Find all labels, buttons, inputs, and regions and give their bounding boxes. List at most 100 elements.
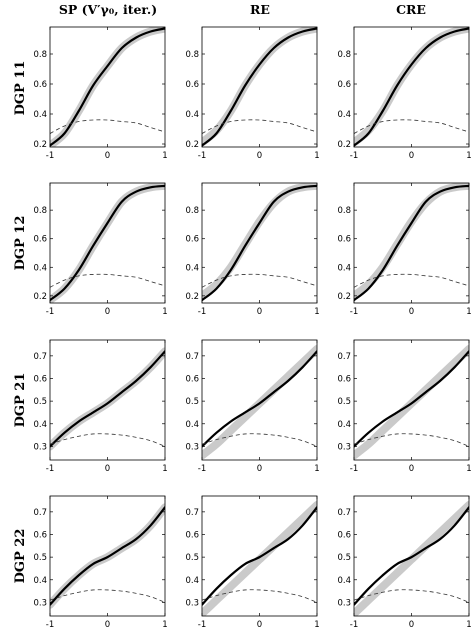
y-tick-label: 0.4 bbox=[185, 420, 199, 430]
panel-r3-c2: -1 0 1 0.3 0.4 0.5 0.6 0.7 bbox=[185, 339, 320, 474]
plot-area bbox=[50, 347, 165, 451]
y-tick-label: 0.6 bbox=[33, 374, 47, 384]
panel-r4-c2: -1 0 1 0.3 0.4 0.5 0.6 0.7 bbox=[185, 495, 320, 630]
y-tick-label: 0.6 bbox=[337, 530, 351, 540]
panel-r2-c3: -1 0 1 0.2 0.4 0.6 0.8 bbox=[337, 182, 472, 317]
x-tick-label: -1 bbox=[46, 307, 54, 317]
series-gray-band bbox=[50, 347, 165, 451]
plot-area bbox=[202, 183, 317, 302]
y-tick-label: 0.6 bbox=[185, 235, 199, 245]
y-tick-label: 0.4 bbox=[185, 576, 199, 586]
x-tick-label: 1 bbox=[314, 464, 319, 474]
x-tick-label: 0 bbox=[105, 151, 110, 161]
x-tick-label: -1 bbox=[350, 620, 358, 630]
panel-r3-c1: -1 0 1 0.3 0.4 0.5 0.6 0.7 bbox=[33, 339, 168, 474]
x-tick-label: 0 bbox=[257, 464, 262, 474]
series-solid-black bbox=[354, 27, 469, 147]
y-tick-label: 0.2 bbox=[185, 292, 199, 302]
y-tick-label: 0.5 bbox=[337, 553, 351, 563]
series-dashed bbox=[354, 273, 469, 288]
x-tick-label: 1 bbox=[314, 307, 319, 317]
y-tick-label: 0.2 bbox=[337, 292, 351, 302]
series-dashed bbox=[202, 433, 317, 447]
x-tick-label: 1 bbox=[162, 464, 167, 474]
x-tick-label: 1 bbox=[314, 620, 319, 630]
y-tick-label: 0.7 bbox=[185, 352, 199, 362]
x-tick-label: 0 bbox=[105, 464, 110, 474]
x-tick-label: 1 bbox=[162, 307, 167, 317]
y-tick-label: 0.6 bbox=[33, 235, 47, 245]
x-tick-label: 1 bbox=[466, 620, 471, 630]
y-tick-label: 0.4 bbox=[33, 263, 47, 273]
x-tick-label: 0 bbox=[409, 151, 414, 161]
y-tick-label: 0.4 bbox=[337, 576, 351, 586]
series-dashed bbox=[202, 273, 317, 288]
y-tick-label: 0.7 bbox=[185, 508, 199, 518]
x-tick-label: 0 bbox=[257, 620, 262, 630]
y-tick-label: 0.4 bbox=[33, 420, 47, 430]
x-tick-label: -1 bbox=[350, 307, 358, 317]
x-tick-label: -1 bbox=[350, 151, 358, 161]
x-tick-label: 1 bbox=[314, 151, 319, 161]
panel-r3-c3: -1 0 1 0.3 0.4 0.5 0.6 0.7 bbox=[337, 339, 472, 474]
series-solid-black bbox=[202, 184, 317, 302]
panel-r4-c1: -1 0 1 0.3 0.4 0.5 0.6 0.7 bbox=[33, 495, 168, 630]
series-gray-band bbox=[202, 183, 317, 300]
y-tick-label: 0.7 bbox=[337, 352, 351, 362]
plot-area bbox=[202, 501, 317, 616]
panel-r4-c3: -1 0 1 0.3 0.4 0.5 0.6 0.7 bbox=[337, 495, 472, 630]
y-tick-label: 0.5 bbox=[185, 397, 199, 407]
series-solid-black bbox=[50, 350, 165, 448]
row-title-dgp12: DGP 12 bbox=[13, 216, 28, 271]
y-tick-label: 0.2 bbox=[337, 140, 351, 150]
series-dashed bbox=[50, 589, 165, 603]
x-tick-label: 0 bbox=[409, 307, 414, 317]
y-tick-label: 0.6 bbox=[185, 80, 199, 90]
series-dashed bbox=[50, 433, 165, 447]
series-gray-band bbox=[202, 27, 317, 147]
y-tick-label: 0.6 bbox=[33, 80, 47, 90]
y-tick-label: 0.3 bbox=[185, 442, 199, 452]
x-tick-label: -1 bbox=[350, 464, 358, 474]
x-tick-label: 0 bbox=[105, 620, 110, 630]
y-tick-label: 0.4 bbox=[337, 110, 351, 120]
plot-area bbox=[354, 183, 469, 302]
x-tick-label: -1 bbox=[198, 151, 206, 161]
x-tick-label: 1 bbox=[466, 307, 471, 317]
series-gray-band bbox=[354, 183, 469, 300]
series-gray-band bbox=[50, 183, 165, 303]
panel-r1-c2: -1 0 1 0.2 0.4 0.6 0.8 bbox=[185, 26, 320, 161]
y-tick-label: 0.2 bbox=[33, 292, 47, 302]
y-tick-label: 0.4 bbox=[185, 110, 199, 120]
series-solid-black bbox=[202, 506, 317, 606]
plot-area bbox=[50, 183, 165, 303]
series-solid-black bbox=[354, 184, 469, 302]
x-tick-label: -1 bbox=[198, 307, 206, 317]
panel-r1-c3: -1 0 1 0.2 0.4 0.6 0.8 bbox=[337, 26, 472, 161]
x-tick-label: 1 bbox=[162, 151, 167, 161]
y-tick-label: 0.4 bbox=[337, 263, 351, 273]
panel-r2-c1: -1 0 1 0.2 0.4 0.6 0.8 bbox=[33, 182, 168, 317]
y-tick-label: 0.3 bbox=[337, 442, 351, 452]
y-tick-label: 0.4 bbox=[33, 576, 47, 586]
y-tick-label: 0.3 bbox=[185, 598, 199, 608]
column-title-sp: SP (V′γ₀, iter.) bbox=[59, 2, 157, 17]
y-tick-label: 0.2 bbox=[185, 140, 199, 150]
y-tick-label: 0.6 bbox=[337, 374, 351, 384]
y-tick-label: 0.8 bbox=[337, 206, 351, 216]
series-dashed bbox=[50, 119, 165, 134]
y-tick-label: 0.8 bbox=[185, 206, 199, 216]
column-title-cre: CRE bbox=[396, 2, 426, 17]
y-tick-label: 0.4 bbox=[337, 420, 351, 430]
y-tick-label: 0.6 bbox=[33, 530, 47, 540]
x-tick-label: 1 bbox=[162, 620, 167, 630]
plot-area bbox=[50, 27, 165, 147]
y-tick-label: 0.4 bbox=[33, 110, 47, 120]
x-tick-label: -1 bbox=[46, 151, 54, 161]
plot-area bbox=[354, 27, 469, 147]
x-tick-label: -1 bbox=[198, 620, 206, 630]
x-tick-label: -1 bbox=[46, 464, 54, 474]
y-tick-label: 0.5 bbox=[33, 553, 47, 563]
series-dashed bbox=[354, 433, 469, 447]
